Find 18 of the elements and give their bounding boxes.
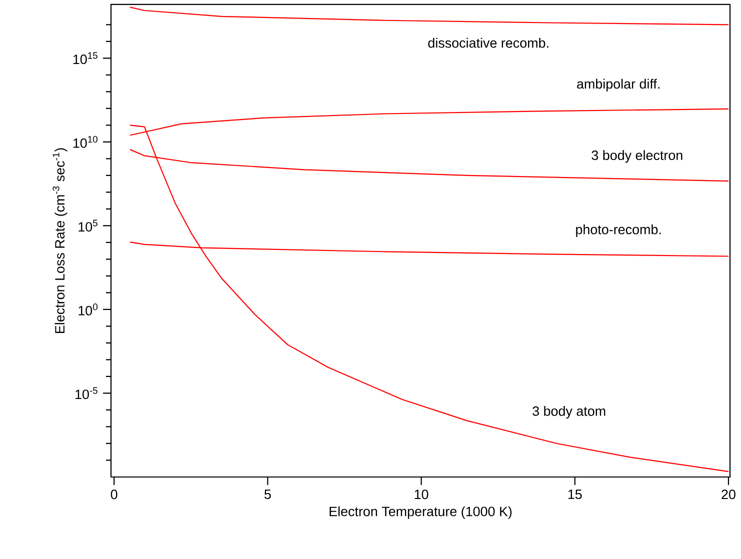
x-tick-label: 15 xyxy=(568,490,582,500)
series-label: ambipolar diff. xyxy=(577,78,660,92)
y-tick-label: 10$^{0}$ xyxy=(78,303,98,316)
series-label: photo-recomb. xyxy=(576,224,661,237)
y-tick-label: 10$^{10}$ xyxy=(73,136,98,148)
series-label: 3 body electron xyxy=(592,150,682,163)
line-series xyxy=(130,6,730,26)
y-tick-label: 10$^{5}$ xyxy=(78,220,98,232)
x-tick-label: 10 xyxy=(414,490,428,500)
y-tick-label: 10$^{15}$ xyxy=(73,52,98,64)
x-tick-label: 20 xyxy=(722,490,736,500)
x-tick-label: 5 xyxy=(264,490,271,500)
y-tick-label: 10$^{-5}$ xyxy=(76,387,98,400)
series-label: dissociative recomb. xyxy=(428,38,548,48)
x-tick-label: 0 xyxy=(110,490,118,500)
series-label: 3 body atom xyxy=(532,406,606,419)
y-axis-title: Electron Loss Rate (cm$^{-3}$ sec$^{-1}$) xyxy=(52,148,68,333)
x-axis-title: Electron Temperature (1000 K) xyxy=(330,506,512,519)
